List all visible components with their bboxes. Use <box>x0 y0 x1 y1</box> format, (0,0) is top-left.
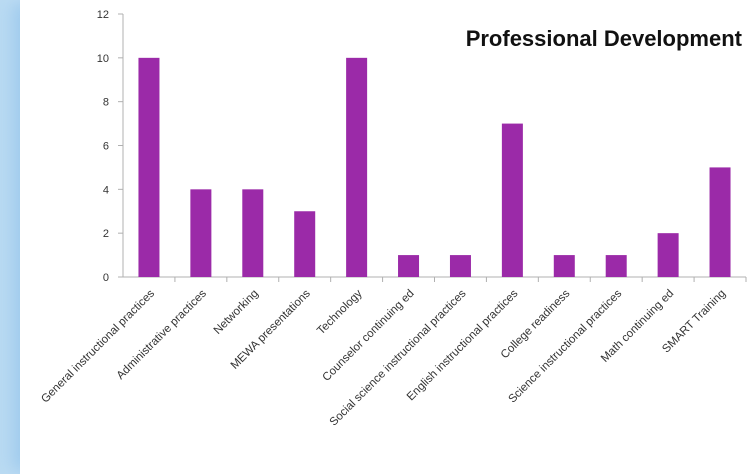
bar <box>190 189 212 277</box>
bar <box>553 255 575 277</box>
y-tick-label: 12 <box>97 9 109 21</box>
chart-title: Professional Development <box>466 26 743 51</box>
x-category-label: Administrative practices <box>115 287 210 382</box>
bar <box>657 233 679 277</box>
x-axis-labels: General instructional practicesAdministr… <box>39 277 747 429</box>
bar <box>605 255 627 277</box>
x-category-label: English instructional practices <box>405 287 521 403</box>
y-tick-label: 8 <box>103 97 109 109</box>
x-category-label: Counselor continuing ed <box>320 288 416 384</box>
bar <box>138 57 160 278</box>
y-tick-label: 10 <box>97 53 109 65</box>
bar <box>449 255 471 277</box>
bar <box>242 189 264 277</box>
x-category-label: Networking <box>212 288 261 337</box>
x-category-label: Science instructional practices <box>506 287 624 405</box>
y-tick-label: 0 <box>103 272 109 284</box>
bars <box>138 57 731 278</box>
bar <box>294 211 316 277</box>
y-tick-label: 4 <box>103 184 109 196</box>
x-category-label: General instructional practices <box>39 287 157 405</box>
bar <box>501 123 523 277</box>
y-tick-label: 6 <box>103 141 109 153</box>
bar <box>346 57 368 278</box>
x-category-label: Technology <box>315 287 365 337</box>
y-tick-label: 2 <box>103 228 109 240</box>
bar <box>398 255 420 277</box>
bar <box>709 167 731 277</box>
